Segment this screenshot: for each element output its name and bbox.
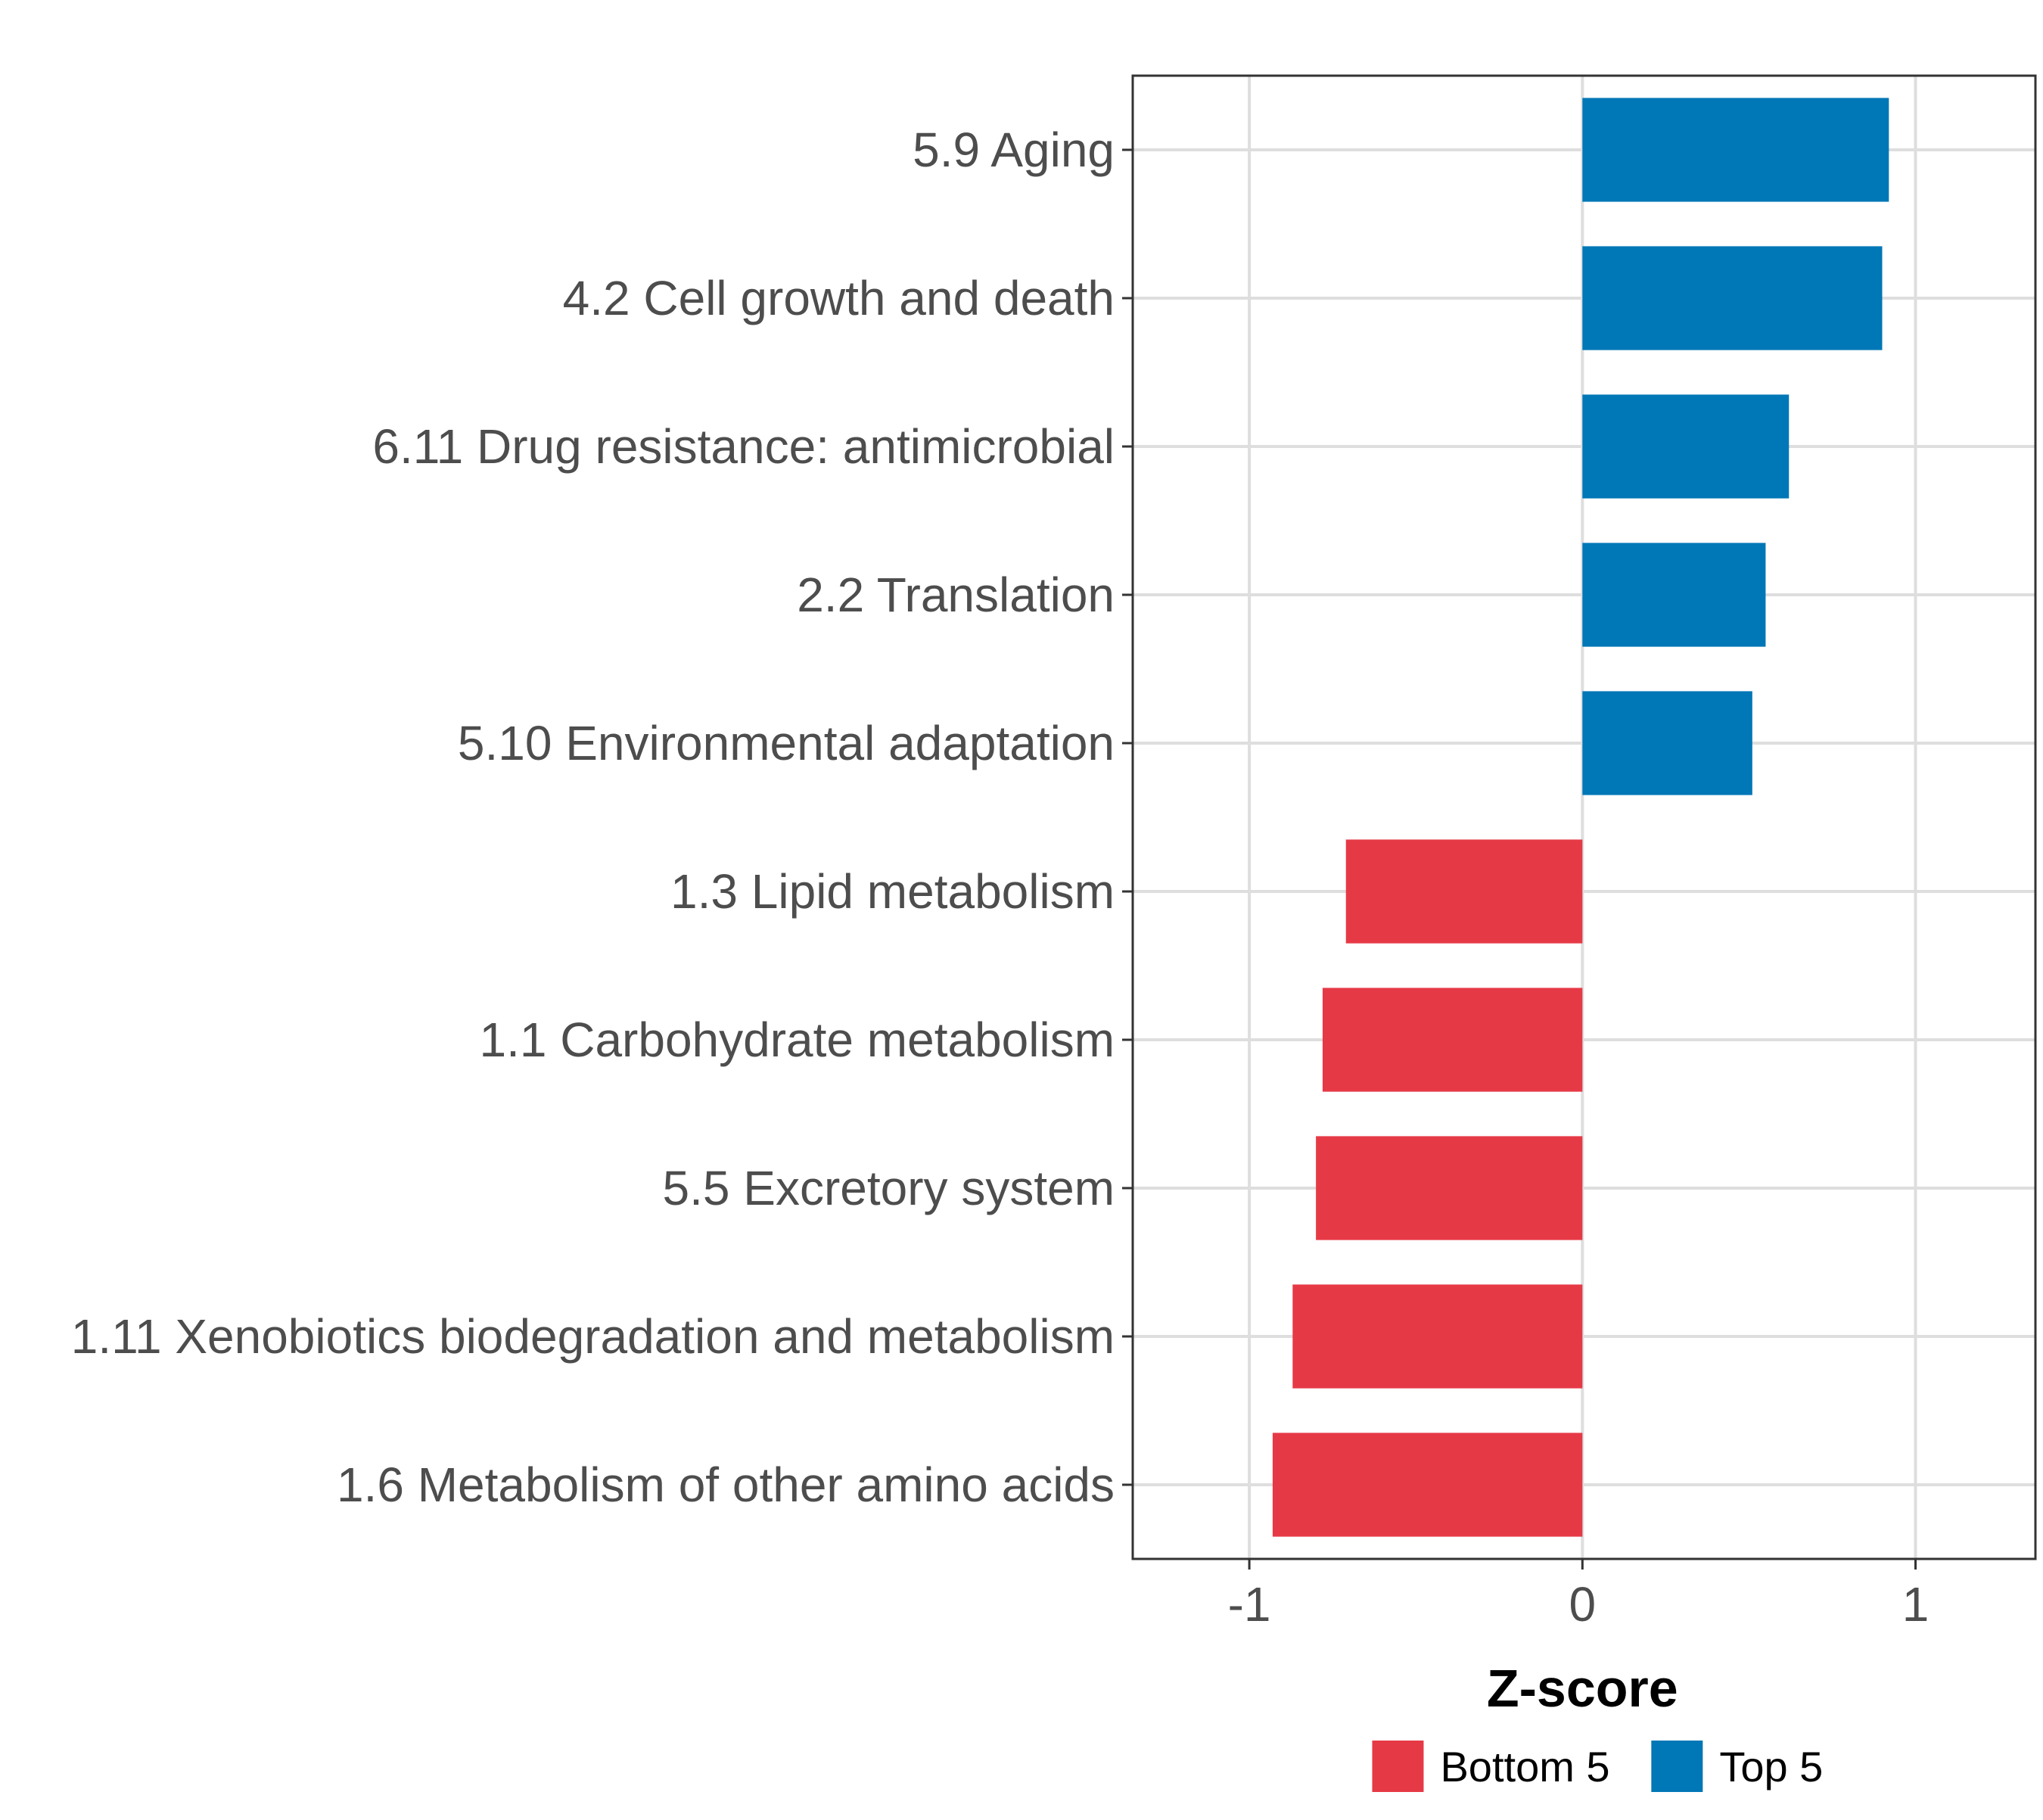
x-axis-title: Z-score [1487,1659,1678,1718]
bar [1272,1433,1583,1537]
category-label: 5.5 Excretory system [663,1161,1115,1215]
category-label: 1.11 Xenobiotics biodegradation and meta… [71,1309,1115,1364]
bar [1292,1284,1583,1389]
bar [1322,988,1583,1092]
x-tick-label: 1 [1902,1577,1930,1632]
legend-swatch [1651,1741,1703,1792]
category-label: 1.1 Carbohydrate metabolism [479,1013,1115,1067]
category-label: 2.2 Translation [797,568,1115,622]
x-tick-label: 0 [1569,1577,1597,1632]
legend-swatch [1372,1741,1424,1792]
axis-layer: 5.9 Aging 4.2 Cell growth and death 6.11 D… [71,123,1930,1632]
category-label: 4.2 Cell growth and death [563,271,1115,325]
plot-panel-border [1131,74,2037,1560]
x-tick-label: -1 [1228,1577,1271,1632]
bar [1582,98,1889,202]
bar [1316,1136,1583,1240]
bar-layer [1272,98,1889,1537]
legend-label: Bottom 5 [1440,1743,1609,1790]
category-label: 5.9 Aging [913,123,1115,177]
bar [1345,839,1583,944]
bar [1582,691,1752,795]
legend-label: Top 5 [1719,1743,1823,1790]
category-label: 5.10 Environmental adaptation [458,716,1115,770]
bar [1582,246,1883,350]
category-label: 1.6 Metabolism of other amino acids [337,1458,1115,1512]
legend: Bottom 5 Top 5 [1372,1741,1823,1792]
bar [1582,394,1790,499]
category-label: 6.11 Drug resistance: antimicrobial [372,419,1115,474]
bar [1582,543,1766,647]
category-label: 1.3 Lipid metabolism [670,864,1115,919]
